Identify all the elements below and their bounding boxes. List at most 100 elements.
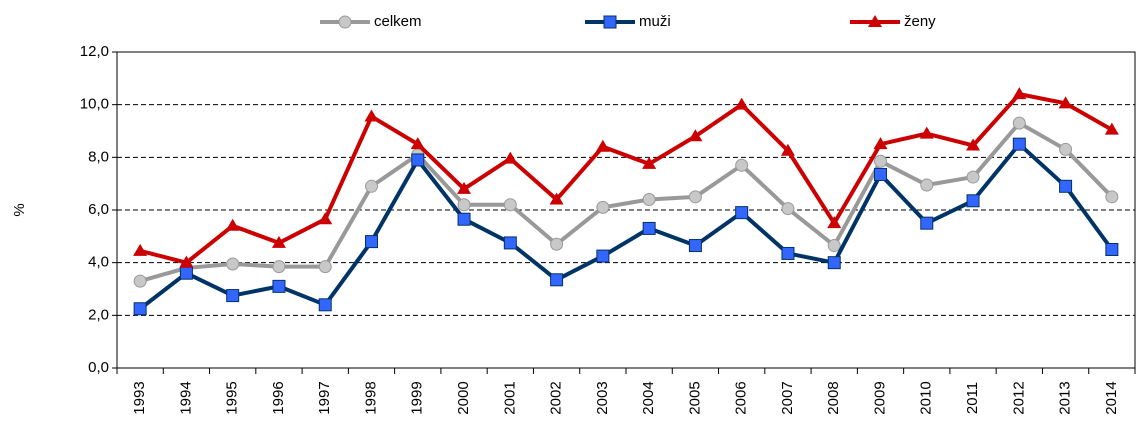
data-point: [1058, 96, 1073, 109]
data-point: [827, 256, 841, 270]
data-point: [920, 178, 934, 192]
data-point: [179, 266, 193, 280]
data-point: [503, 198, 517, 212]
data-point: [503, 151, 518, 164]
data-point: [688, 190, 702, 204]
data-point: [226, 289, 240, 303]
series-line: [138, 142, 1114, 311]
x-tick-label: 2011: [964, 382, 981, 414]
data-point: [1059, 179, 1073, 193]
data-point: [133, 243, 148, 256]
data-point: [1012, 137, 1026, 151]
data-point: [226, 257, 240, 271]
data-point: [364, 109, 379, 122]
x-tick-label: 2010: [918, 381, 935, 414]
data-point: [827, 239, 841, 253]
legend-marker: [603, 15, 617, 29]
data-point: [642, 221, 656, 235]
data-point: [318, 212, 333, 225]
x-tick-label: 2007: [779, 381, 796, 414]
data-point: [1012, 87, 1027, 100]
data-point: [550, 237, 564, 251]
x-tick-label: 2000: [455, 381, 472, 414]
x-tick-label: 2004: [640, 381, 657, 414]
x-tick-label: 1995: [224, 381, 241, 414]
x-tick-label: 2002: [548, 381, 565, 414]
data-point: [780, 143, 795, 156]
data-point: [272, 260, 286, 274]
data-point: [595, 139, 610, 152]
data-point: [873, 137, 888, 150]
data-point: [365, 179, 378, 193]
y-axis-label: %: [11, 203, 28, 216]
data-point: [966, 170, 980, 184]
data-point: [735, 206, 749, 220]
x-tick-label: 2014: [1103, 381, 1120, 414]
x-tick-label: 2006: [733, 381, 750, 414]
series-line: [139, 121, 1114, 284]
data-point: [688, 239, 702, 253]
x-tick-label: 2009: [871, 381, 888, 414]
x-tick-label: 1998: [362, 381, 379, 414]
data-point: [549, 192, 564, 205]
legend-label: ženy: [904, 13, 936, 30]
data-point: [318, 298, 332, 312]
x-tick-label: 2013: [1057, 381, 1074, 414]
data-point: [827, 216, 842, 229]
y-tick-label: 0,0: [88, 359, 109, 376]
data-point: [503, 236, 517, 250]
data-point: [457, 212, 471, 226]
data-point: [410, 137, 425, 150]
data-point: [272, 279, 286, 293]
y-tick-label: 10,0: [80, 96, 109, 113]
x-tick-label: 2003: [594, 381, 611, 414]
data-point: [735, 158, 749, 172]
data-point: [874, 154, 887, 168]
data-point: [596, 200, 610, 214]
x-tick-label: 1999: [409, 381, 426, 414]
legend-label: muži: [639, 13, 671, 30]
y-tick-label: 12,0: [80, 43, 109, 60]
data-point: [550, 273, 564, 287]
data-point: [457, 198, 471, 212]
data-point: [1104, 122, 1119, 135]
data-point: [734, 97, 749, 110]
data-point: [596, 249, 610, 263]
y-tick-label: 2,0: [88, 306, 109, 323]
data-point: [225, 218, 240, 231]
data-point: [920, 216, 934, 230]
x-tick-label: 1994: [177, 381, 194, 414]
data-point: [781, 202, 795, 216]
data-point: [642, 192, 656, 206]
data-point: [1105, 190, 1119, 204]
data-point: [411, 153, 425, 167]
y-tick-label: 8,0: [88, 148, 109, 165]
legend-marker: [338, 15, 352, 29]
data-point: [781, 246, 795, 260]
data-point: [688, 129, 703, 142]
data-point: [1059, 142, 1073, 156]
data-point: [1105, 243, 1119, 256]
data-point: [1012, 116, 1026, 130]
x-tick-label: 2005: [686, 381, 703, 414]
data-point: [919, 126, 934, 139]
x-tick-label: 1996: [270, 381, 287, 414]
data-point: [318, 260, 332, 274]
y-tick-label: 6,0: [88, 201, 109, 218]
data-point: [133, 302, 147, 316]
legend-marker: [868, 15, 882, 27]
data-point: [457, 181, 472, 194]
data-point: [179, 255, 194, 268]
data-point: [365, 235, 378, 249]
y-tick-label: 4,0: [88, 254, 109, 271]
data-point: [271, 235, 286, 248]
x-tick-label: 1993: [131, 381, 148, 414]
data-point: [966, 138, 981, 151]
data-point: [133, 274, 147, 288]
legend-label: celkem: [374, 13, 422, 30]
x-tick-label: 1997: [316, 381, 333, 414]
series-line: [139, 92, 1113, 265]
x-tick-label: 2012: [1010, 381, 1027, 414]
x-tick-label: 2001: [501, 381, 518, 414]
